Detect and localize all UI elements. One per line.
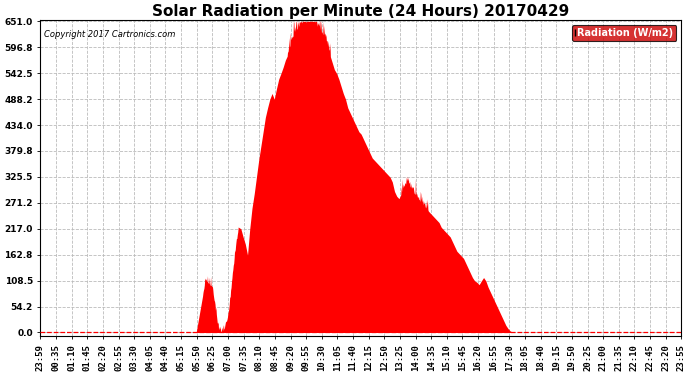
Text: Copyright 2017 Cartronics.com: Copyright 2017 Cartronics.com — [43, 30, 175, 39]
Title: Solar Radiation per Minute (24 Hours) 20170429: Solar Radiation per Minute (24 Hours) 20… — [152, 4, 569, 19]
Legend: Radiation (W/m2): Radiation (W/m2) — [571, 25, 676, 41]
